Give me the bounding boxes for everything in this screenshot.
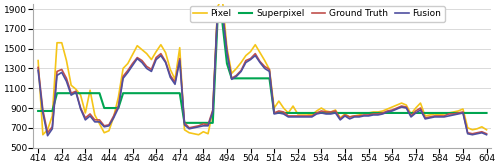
Line: Pixel: Pixel <box>38 0 486 135</box>
Line: Ground Truth: Ground Truth <box>38 9 486 134</box>
Fusion <box>219 9 225 11</box>
Fusion <box>168 76 173 78</box>
Fusion <box>455 113 461 115</box>
Superpixel <box>271 112 277 114</box>
Ground Truth <box>219 8 225 10</box>
Ground Truth <box>280 111 286 113</box>
Fusion <box>35 69 41 71</box>
Pixel <box>40 134 46 136</box>
Pixel <box>455 110 461 112</box>
Pixel <box>484 129 490 131</box>
Pixel <box>35 60 41 62</box>
Pixel <box>101 132 107 134</box>
Fusion <box>101 126 107 128</box>
Line: Superpixel: Superpixel <box>38 21 486 123</box>
Fusion <box>286 116 292 118</box>
Pixel <box>238 61 244 63</box>
Pixel <box>286 112 292 114</box>
Superpixel <box>182 122 188 124</box>
Superpixel <box>286 112 292 114</box>
Fusion <box>238 70 244 72</box>
Ground Truth <box>96 119 102 121</box>
Superpixel <box>238 77 244 79</box>
Fusion <box>271 113 277 115</box>
Superpixel <box>162 92 168 94</box>
Ground Truth <box>234 74 239 76</box>
Pixel <box>168 68 173 70</box>
Ground Truth <box>470 133 476 135</box>
Ground Truth <box>162 60 168 62</box>
Fusion <box>44 135 51 137</box>
Superpixel <box>455 112 461 114</box>
Superpixel <box>214 20 220 22</box>
Ground Truth <box>35 66 41 68</box>
Legend: Pixel, Superpixel, Ground Truth, Fusion: Pixel, Superpixel, Ground Truth, Fusion <box>190 6 444 22</box>
Ground Truth <box>266 68 272 70</box>
Ground Truth <box>450 113 456 115</box>
Superpixel <box>96 92 102 94</box>
Superpixel <box>484 112 490 114</box>
Pixel <box>271 107 277 109</box>
Ground Truth <box>484 133 490 135</box>
Line: Fusion: Fusion <box>38 10 486 136</box>
Fusion <box>484 134 490 136</box>
Superpixel <box>35 110 41 112</box>
